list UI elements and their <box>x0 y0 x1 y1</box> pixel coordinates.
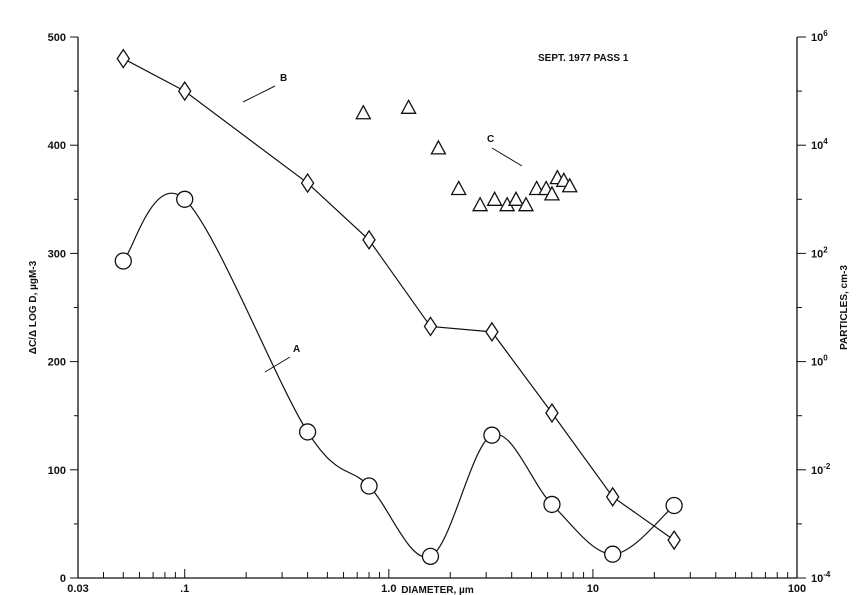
series-b-point <box>177 80 192 102</box>
series-label-b: B <box>280 73 287 84</box>
series-b-point <box>667 529 681 551</box>
y-left-tick-label: 100 <box>48 465 66 477</box>
series-c-point <box>430 139 447 155</box>
series-b-line <box>122 58 675 541</box>
series-c-point <box>517 196 535 212</box>
x-axis-title: DIAMETER, µm <box>401 585 474 595</box>
series-a-point <box>114 252 132 270</box>
series-a-point <box>483 426 501 444</box>
chart-annotation: SEPT. 1977 PASS 1 <box>538 53 629 64</box>
series-a-point <box>543 495 561 514</box>
x-tick-label: 100 <box>788 583 806 595</box>
series-a-point <box>665 496 683 515</box>
series-label-a: A <box>293 344 300 355</box>
y-right-tick-label: 102 <box>811 245 828 260</box>
series-c-point <box>400 98 417 114</box>
y-left-tick-label: 0 <box>60 573 66 585</box>
y-left-tick-label: 200 <box>48 357 66 369</box>
series-label-leader <box>491 147 523 167</box>
y-left-tick-label: 300 <box>48 248 66 260</box>
series-b-point <box>485 321 499 343</box>
series-b-point <box>300 172 315 194</box>
series-c-point <box>561 177 578 193</box>
series-a-point <box>176 190 194 208</box>
series-label-leader <box>242 85 276 103</box>
y-right-tick-label: 10-4 <box>811 570 831 585</box>
y-right-tick-label: 104 <box>811 137 828 152</box>
series-b-point <box>116 48 131 69</box>
series-b <box>116 48 681 551</box>
series-c <box>355 98 578 212</box>
series-a <box>114 190 683 566</box>
x-tick-label: .1 <box>180 583 189 595</box>
axes: 0.03 .1 1.0 10 100 DIAMETER, µm 0 100 200 300 400 5… <box>28 29 850 595</box>
series-c-point <box>486 190 503 206</box>
series-c-point <box>450 180 467 196</box>
series-c-point <box>528 180 545 196</box>
x-tick-label: 10 <box>587 583 599 595</box>
series-a-line <box>122 192 675 558</box>
x-tick-label: 1.0 <box>381 583 396 595</box>
series-a-point <box>360 477 378 495</box>
series-label-c: C <box>487 134 494 145</box>
series-c-point <box>507 190 525 206</box>
y-left-axis-title: ΔC/Δ LOG D, µgM-3 <box>28 260 39 354</box>
series-a-point <box>604 545 622 563</box>
annotations: SEPT. 1977 PASS 1 A B C <box>242 53 629 373</box>
x-tick-label: 0.03 <box>67 583 88 595</box>
y-right-tick-label: 100 <box>811 354 828 369</box>
y-right-tick-label: 10-2 <box>811 462 831 477</box>
y-left-tick-label: 400 <box>48 140 66 152</box>
series-b-point <box>423 316 438 337</box>
series-c-point <box>355 104 372 120</box>
series-label-leader <box>264 356 291 373</box>
y-right-axis-title: PARTICLES, cm-3 <box>839 265 850 350</box>
y-left-tick-label: 500 <box>48 32 66 44</box>
series-a-point <box>298 423 317 441</box>
series-c-point <box>543 185 561 201</box>
y-right-tick-label: 106 <box>811 29 828 44</box>
series-b-point <box>545 402 559 424</box>
series-c-point <box>471 196 489 212</box>
series-b-point <box>362 229 376 251</box>
series-b-point <box>605 486 620 508</box>
series-a-point <box>421 547 440 566</box>
